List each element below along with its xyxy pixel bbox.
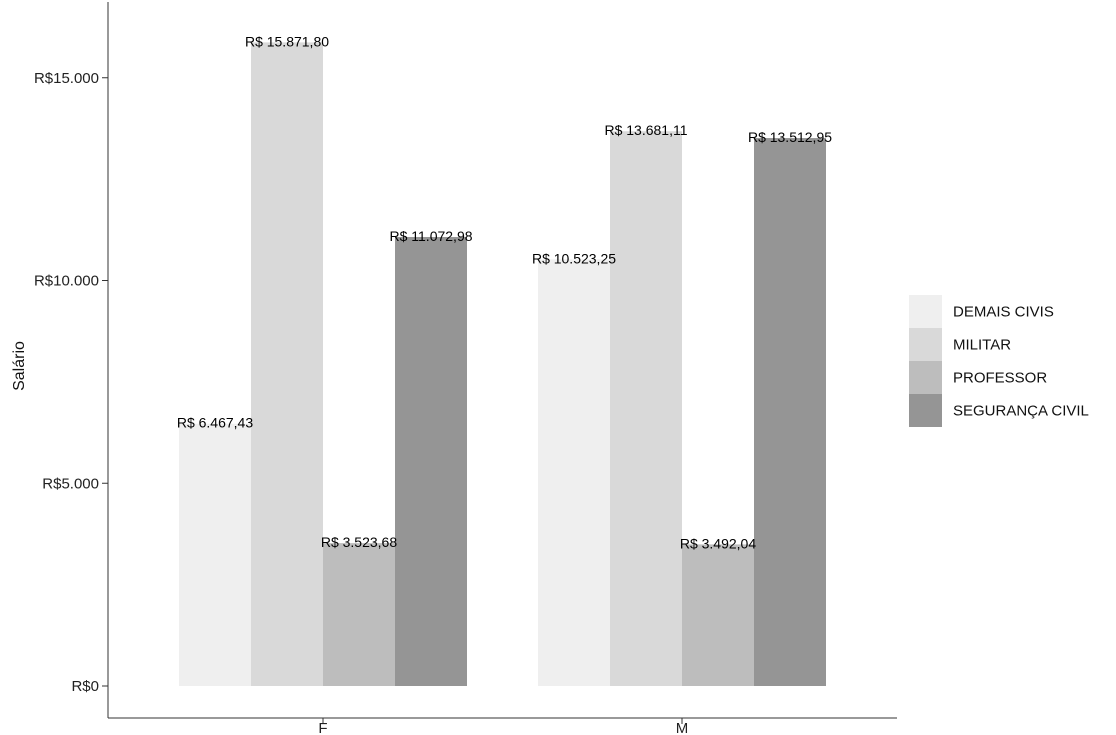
data-label-M-3: R$ 13.512,95 bbox=[748, 129, 832, 145]
y-tick-label: R$10.000 bbox=[34, 273, 99, 290]
y-axis-title: Salário bbox=[11, 341, 28, 391]
legend: DEMAIS CIVIS MILITAR PROFESSOR SEGURANÇA CI… bbox=[909, 295, 1089, 427]
bar-M-2 bbox=[682, 544, 754, 686]
data-label-F-1: R$ 15.871,80 bbox=[245, 33, 329, 49]
data-label-F-2: R$ 3.523,68 bbox=[321, 534, 397, 550]
legend-label-0: DEMAIS CIVIS bbox=[953, 304, 1054, 321]
legend-label-2: PROFESSOR bbox=[953, 370, 1047, 387]
legend-label-3: SEGURANÇA CIVIL bbox=[953, 403, 1089, 420]
bar-F-0 bbox=[179, 423, 251, 686]
data-label-M-0: R$ 10.523,25 bbox=[532, 250, 616, 266]
y-tick-label: R$5.000 bbox=[42, 475, 99, 492]
legend-key-0 bbox=[909, 295, 942, 328]
legend-key-3 bbox=[909, 394, 942, 427]
legend-key-2 bbox=[909, 361, 942, 394]
x-tick-label: M bbox=[676, 720, 689, 735]
y-tick-label: R$0 bbox=[71, 678, 99, 695]
data-labels-layer: R$ 6.467,43 R$ 10.523,25 R$ 15.871,80 R$ 13… bbox=[177, 33, 832, 551]
bar-M-3 bbox=[754, 138, 826, 687]
y-tick-label: R$15.000 bbox=[34, 70, 99, 87]
bar-F-1 bbox=[251, 42, 323, 687]
data-label-F-0: R$ 6.467,43 bbox=[177, 415, 253, 431]
data-label-F-3: R$ 11.072,98 bbox=[389, 228, 472, 244]
x-tick-label: F bbox=[318, 720, 327, 735]
y-ticks-layer: R$0 R$5.000 R$10.000 R$15.000 bbox=[34, 70, 108, 695]
bars-layer bbox=[179, 42, 826, 687]
data-label-M-1: R$ 13.681,11 bbox=[604, 122, 687, 138]
axes-layer bbox=[107, 2, 897, 719]
data-label-M-2: R$ 3.492,04 bbox=[680, 535, 756, 551]
bar-M-1 bbox=[610, 131, 682, 687]
legend-label-1: MILITAR bbox=[953, 337, 1011, 354]
legend-key-1 bbox=[909, 328, 942, 361]
bar-F-3 bbox=[395, 236, 467, 686]
bar-M-0 bbox=[538, 259, 610, 686]
bar-F-2 bbox=[323, 543, 395, 686]
